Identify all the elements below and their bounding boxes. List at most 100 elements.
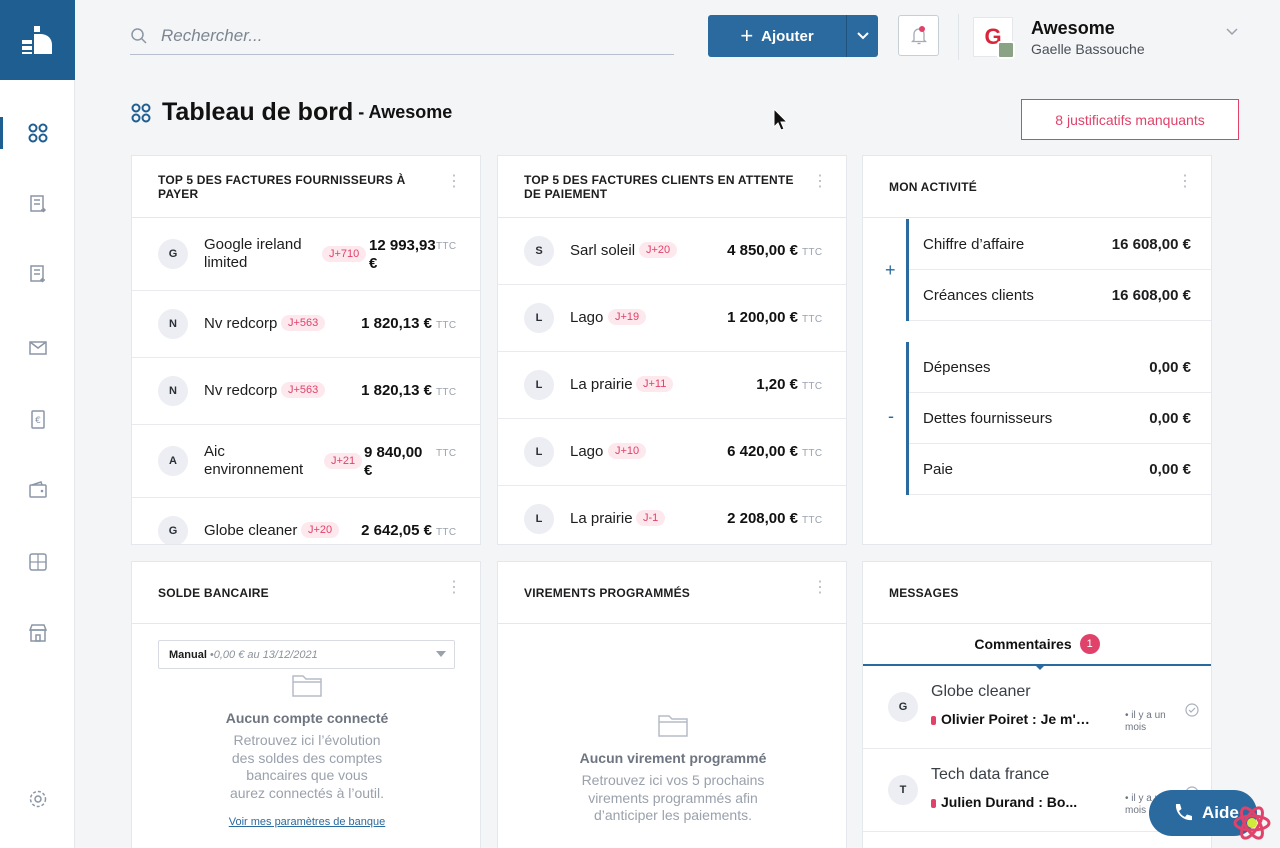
missing-receipts-button[interactable]: 8 justificatifs manquants	[1021, 99, 1239, 140]
activity-value: 16 608,00 €	[1111, 286, 1191, 304]
avatar: G	[888, 692, 918, 722]
nav-purchases[interactable]	[0, 182, 75, 226]
due-badge: J+21	[324, 453, 363, 469]
ttc-label: TTC	[802, 247, 823, 258]
svg-text:€: €	[35, 416, 41, 426]
client-name: Lago	[570, 309, 604, 326]
activity-value: 0,00 €	[1149, 409, 1191, 427]
activity-row[interactable]: Paie 0,00 €	[909, 444, 1211, 495]
list-item[interactable]: G Globe cleaner Olivier Poiret : Je m'en…	[863, 666, 1211, 749]
table-row[interactable]: L Lago J+19 1 200,00 € TTC	[498, 285, 846, 352]
ttc-label: TTC	[802, 515, 823, 526]
avatar: G	[158, 239, 188, 269]
activity-value: 0,00 €	[1149, 460, 1191, 478]
nav-sales[interactable]	[0, 252, 75, 296]
avatar: A	[158, 446, 188, 476]
unread-dot	[931, 715, 936, 725]
logo-icon	[21, 26, 52, 54]
ttc-label: TTC	[802, 448, 823, 459]
bank-account-select[interactable]: Manual •0,00 € au 13/12/2021	[158, 640, 455, 669]
supplier-name: Nv redcorp	[204, 315, 278, 332]
card-title: TOP 5 DES FACTURES CLIENTS EN ATTENTE DE…	[524, 172, 794, 201]
activity-row[interactable]: Dépenses 0,00 €	[909, 342, 1211, 393]
dashboard-icon	[28, 123, 47, 143]
supplier-name: Globe cleaner	[204, 522, 298, 539]
add-dropdown-button[interactable]	[847, 15, 878, 57]
search-input[interactable]: Rechercher...	[161, 26, 263, 45]
kebab-menu-icon[interactable]: ⋮	[1177, 173, 1193, 190]
nav-mail[interactable]	[0, 326, 75, 370]
nav-wallet[interactable]	[0, 468, 75, 512]
table-row[interactable]: L La prairie J-1 2 208,00 € TTC	[498, 486, 846, 544]
activity-label: Chiffre d’affaire	[923, 235, 1025, 253]
kebab-menu-icon[interactable]: ⋮	[812, 173, 828, 190]
ttc-label: TTC	[802, 381, 823, 392]
add-button[interactable]: + Ajouter	[708, 15, 847, 57]
nav-calculator[interactable]	[0, 540, 75, 584]
mouse-cursor-icon	[773, 108, 789, 131]
table-row[interactable]: N Nv redcorp J+563 1 820,13 € TTC	[132, 358, 480, 425]
sidebar: €	[0, 0, 75, 848]
kebab-menu-icon[interactable]: ⋮	[812, 579, 828, 596]
chevron-down-icon	[856, 32, 869, 40]
table-row[interactable]: G Globe cleaner J+20 2 642,05 € TTC	[132, 498, 480, 544]
activity-row[interactable]: Dettes fournisseurs 0,00 €	[909, 393, 1211, 444]
table-row[interactable]: L Lago J+10 6 420,00 € TTC	[498, 419, 846, 486]
folder-icon	[658, 715, 688, 737]
wallet-icon	[28, 481, 47, 498]
notifications-button[interactable]	[898, 15, 939, 56]
nav-shop[interactable]	[0, 611, 75, 655]
client-name: Sarl soleil	[570, 242, 636, 259]
client-invoice-list: S Sarl soleil J+20 4 850,00 € TTC L Lago…	[498, 218, 846, 544]
nav-settings[interactable]	[0, 777, 75, 821]
invoice-out-icon	[29, 265, 45, 283]
message-title: Tech data france	[931, 766, 1050, 783]
invoice-amount: 6 420,00 €	[727, 443, 798, 460]
avatar: G	[158, 516, 188, 544]
bank-account-type: Manual	[169, 648, 207, 661]
kebab-menu-icon[interactable]: ⋮	[446, 579, 462, 596]
message-title: Globe cleaner	[931, 683, 1031, 700]
search-icon	[131, 28, 147, 44]
income-plus-sign: +	[885, 260, 896, 280]
bank-settings-link[interactable]: Voir mes paramètres de banque	[228, 816, 386, 828]
kebab-menu-icon[interactable]: ⋮	[446, 173, 462, 190]
table-row[interactable]: A Aic environnement J+21 9 840,00 € TTC	[132, 425, 480, 498]
due-badge: J+710	[322, 246, 367, 262]
invoice-in-icon	[29, 195, 46, 213]
card-header: MESSAGES	[863, 562, 1211, 624]
page-subtitle: - Awesome	[358, 102, 453, 122]
check-circle-icon[interactable]	[1185, 703, 1199, 717]
card-scheduled-transfers: VIREMENTS PROGRAMMÉS ⋮ Aucun virement pr…	[497, 561, 847, 848]
activity-row[interactable]: Chiffre d’affaire 16 608,00 €	[909, 219, 1211, 270]
tab-count-badge: 1	[1079, 634, 1100, 654]
avatar: N	[158, 309, 188, 339]
nav-expenses[interactable]: €	[0, 397, 75, 441]
invoice-amount: 2 642,05 €	[361, 522, 432, 539]
avatar: N	[158, 376, 188, 406]
table-row[interactable]: L La prairie J+11 1,20 € TTC	[498, 352, 846, 419]
table-row[interactable]: N Nv redcorp J+563 1 820,13 € TTC	[132, 291, 480, 358]
phone-icon	[1175, 804, 1192, 821]
empty-title: Aucun compte connecté	[225, 710, 389, 726]
help-label: Aide	[1202, 803, 1239, 822]
card-header: TOP 5 DES FACTURES FOURNISSEURS À PAYER …	[132, 156, 480, 218]
search-bar[interactable]: Rechercher...	[130, 18, 674, 55]
client-name: La prairie	[570, 376, 633, 393]
invoice-amount: 1 200,00 €	[727, 309, 798, 326]
account-switcher[interactable]: G Awesome Gaelle Bassouche	[958, 14, 1258, 60]
nav-dashboard[interactable]	[0, 111, 75, 155]
list-item[interactable]: T Tech data france Julien Durand : Bo...…	[863, 749, 1211, 832]
app-logo[interactable]	[0, 0, 75, 80]
ttc-label: TTC	[802, 314, 823, 325]
table-row[interactable]: S Sarl soleil J+20 4 850,00 € TTC	[498, 218, 846, 285]
card-supplier-invoices: TOP 5 DES FACTURES FOURNISSEURS À PAYER …	[131, 155, 481, 545]
invoice-amount: 1 820,13 €	[361, 315, 432, 332]
card-title: SOLDE BANCAIRE	[158, 585, 269, 600]
tab-comments[interactable]: Commentaires 1	[863, 624, 1211, 670]
avatar	[997, 41, 1015, 59]
activity-row[interactable]: Créances clients 16 608,00 €	[909, 270, 1211, 321]
mail-icon	[28, 341, 47, 355]
table-row[interactable]: G Google ireland limited J+710 12 993,93 €…	[132, 218, 480, 291]
card-title: MON ACTIVITÉ	[889, 179, 977, 194]
